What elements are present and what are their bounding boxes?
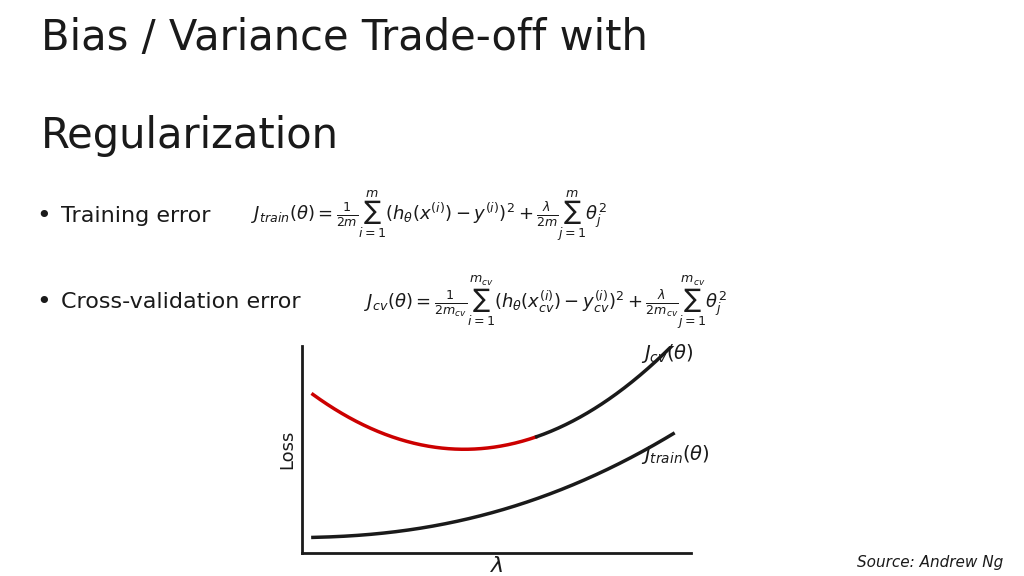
Text: Source: Andrew Ng: Source: Andrew Ng xyxy=(857,555,1004,570)
Text: Regularization: Regularization xyxy=(41,115,339,157)
Text: $J_{cv}(\theta)$: $J_{cv}(\theta)$ xyxy=(641,342,693,365)
Text: Training error: Training error xyxy=(61,206,211,226)
Y-axis label: Loss: Loss xyxy=(279,430,297,469)
Text: Bias / Variance Trade-off with: Bias / Variance Trade-off with xyxy=(41,17,648,59)
Text: $J_{train}(\theta) = \frac{1}{2m}\sum_{i=1}^{m}(h_{\theta}(x^{(i)}) - y^{(i)})^2: $J_{train}(\theta) = \frac{1}{2m}\sum_{i… xyxy=(251,188,607,244)
Text: $J_{cv}(\theta) = \frac{1}{2m_{cv}}\sum_{i=1}^{m_{cv}}(h_{\theta}(x^{(i)}_{cv}) : $J_{cv}(\theta) = \frac{1}{2m_{cv}}\sum_… xyxy=(364,274,726,331)
Text: $J_{train}(\theta)$: $J_{train}(\theta)$ xyxy=(641,443,710,466)
Text: •: • xyxy=(36,290,50,314)
Text: •: • xyxy=(36,204,50,228)
X-axis label: $\lambda$: $\lambda$ xyxy=(489,556,504,576)
Text: Cross-validation error: Cross-validation error xyxy=(61,293,301,312)
